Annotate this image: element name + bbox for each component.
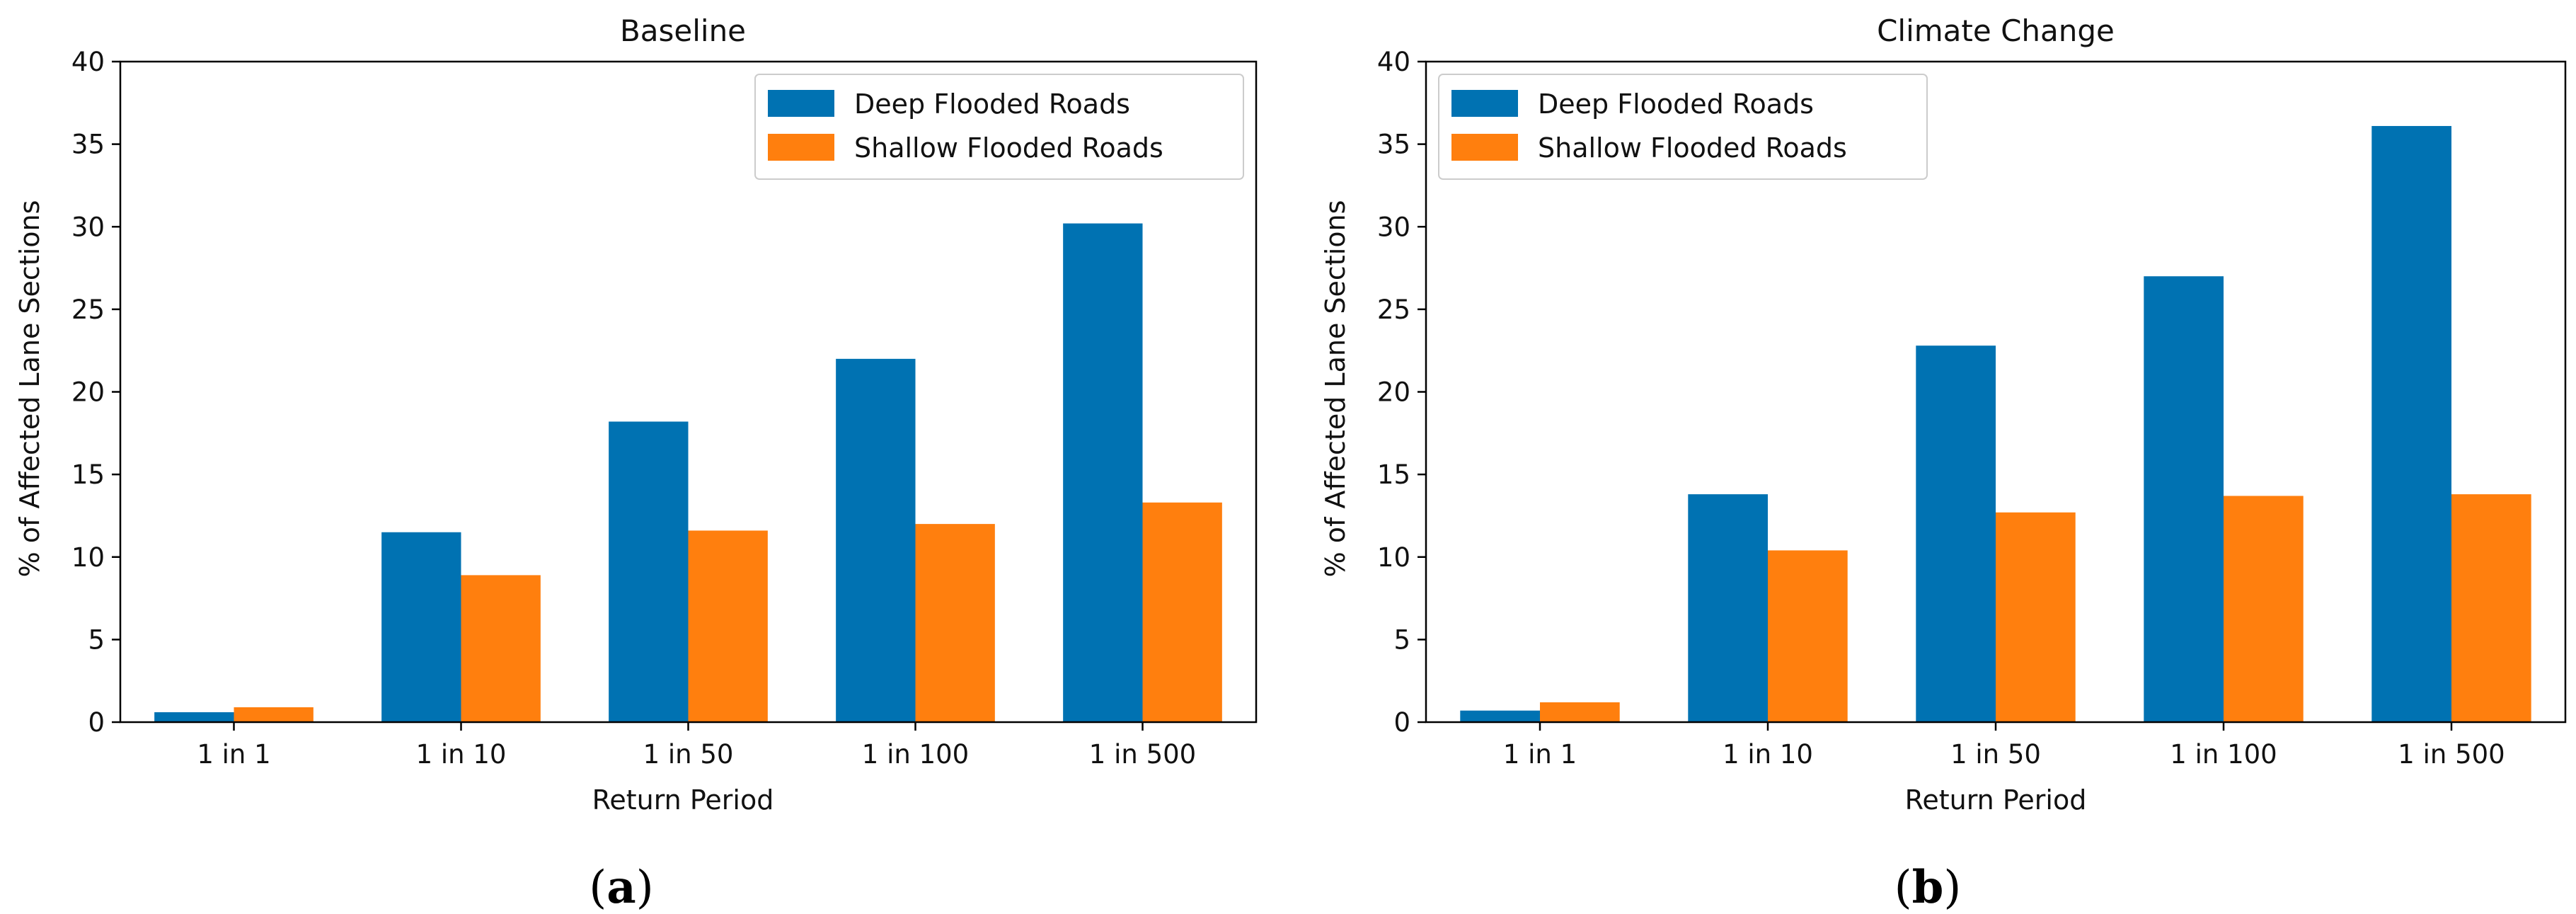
legend-swatch-deep	[1451, 90, 1518, 117]
bar-shallow-2	[1996, 512, 2076, 722]
x-tick-label: 1 in 500	[2398, 739, 2505, 770]
y-tick-label: 40	[1377, 47, 1410, 77]
bar-deep-2	[1916, 345, 1996, 722]
bar-shallow-1	[461, 575, 541, 722]
y-tick-label: 0	[1393, 707, 1410, 738]
x-axis-label: Return Period	[1905, 784, 2087, 816]
x-axis-label: Return Period	[592, 784, 774, 816]
panel-letter: a	[606, 861, 636, 914]
bar-deep-4	[2371, 125, 2451, 722]
y-tick-label: 30	[1377, 212, 1410, 242]
bar-deep-1	[381, 532, 461, 722]
x-tick-label: 1 in 50	[1950, 739, 2041, 770]
bar-shallow-3	[915, 524, 995, 722]
y-tick-label: 15	[1377, 459, 1410, 490]
y-tick-label: 10	[71, 542, 105, 573]
x-tick-label: 1 in 10	[1723, 739, 1813, 770]
x-tick-label: 1 in 10	[416, 739, 507, 770]
x-tick-label: 1 in 100	[862, 739, 969, 770]
bar-shallow-1	[1768, 550, 1848, 722]
legend-box	[1438, 74, 1928, 180]
legend: Deep Flooded Roads Shallow Flooded Roads	[1438, 74, 1928, 180]
bar-shallow-2	[688, 530, 768, 722]
bar-shallow-3	[2224, 496, 2304, 722]
legend-swatch-deep	[768, 90, 834, 117]
bar-deep-3	[836, 358, 916, 723]
y-tick-label: 15	[71, 459, 105, 490]
bar-shallow-4	[2451, 494, 2531, 722]
bar-shallow-0	[1540, 702, 1620, 722]
bar-deep-1	[1688, 494, 1768, 722]
x-tick-label: 1 in 100	[2170, 739, 2277, 770]
bar-shallow-0	[234, 707, 314, 722]
y-tick-label: 5	[1393, 624, 1410, 655]
x-tick-label: 1 in 1	[197, 739, 270, 770]
chart-climate-change: Climate Change % of Affected Lane Sectio…	[1320, 13, 2567, 914]
legend-label-deep: Deep Flooded Roads	[854, 88, 1130, 120]
panel-label: (a)	[589, 861, 653, 914]
y-tick-label: 20	[1377, 377, 1410, 408]
y-tick-label: 25	[1377, 295, 1410, 325]
y-axis-label: % of Affected Lane Sections	[14, 200, 45, 578]
legend-box	[754, 74, 1244, 180]
x-tick-label: 1 in 1	[1503, 739, 1577, 770]
y-tick-label: 35	[1377, 130, 1410, 160]
panel-letter: b	[1912, 861, 1944, 914]
bar-deep-0	[154, 712, 234, 722]
chart-title: Baseline	[620, 13, 746, 48]
legend-swatch-shallow	[1451, 134, 1518, 161]
y-tick-label: 5	[88, 624, 105, 655]
y-tick-label: 35	[71, 130, 105, 160]
x-tick-label: 1 in 50	[643, 739, 734, 770]
y-tick-label: 10	[1377, 542, 1410, 573]
bar-shallow-4	[1142, 502, 1222, 722]
legend-label-shallow: Shallow Flooded Roads	[854, 132, 1163, 164]
y-tick-label: 25	[71, 295, 105, 325]
y-tick-label: 30	[71, 212, 105, 242]
legend-label-shallow: Shallow Flooded Roads	[1538, 132, 1847, 164]
legend-label-deep: Deep Flooded Roads	[1538, 88, 1814, 120]
bar-deep-3	[2144, 276, 2224, 723]
bar-deep-2	[609, 421, 689, 722]
y-tick-label: 20	[71, 377, 105, 408]
panel-label: (b)	[1894, 861, 1962, 914]
chart-baseline: Baseline % of Affected Lane Sections Ret…	[14, 13, 1258, 914]
legend: Deep Flooded Roads Shallow Flooded Roads	[754, 74, 1244, 180]
bar-deep-4	[1063, 223, 1143, 723]
x-tick-label: 1 in 500	[1089, 739, 1196, 770]
y-tick-label: 0	[88, 707, 105, 738]
y-tick-label: 40	[71, 47, 105, 77]
bar-deep-0	[1460, 710, 1540, 722]
chart-title: Climate Change	[1877, 13, 2115, 48]
legend-swatch-shallow	[768, 134, 834, 161]
y-axis-label: % of Affected Lane Sections	[1320, 200, 1351, 578]
